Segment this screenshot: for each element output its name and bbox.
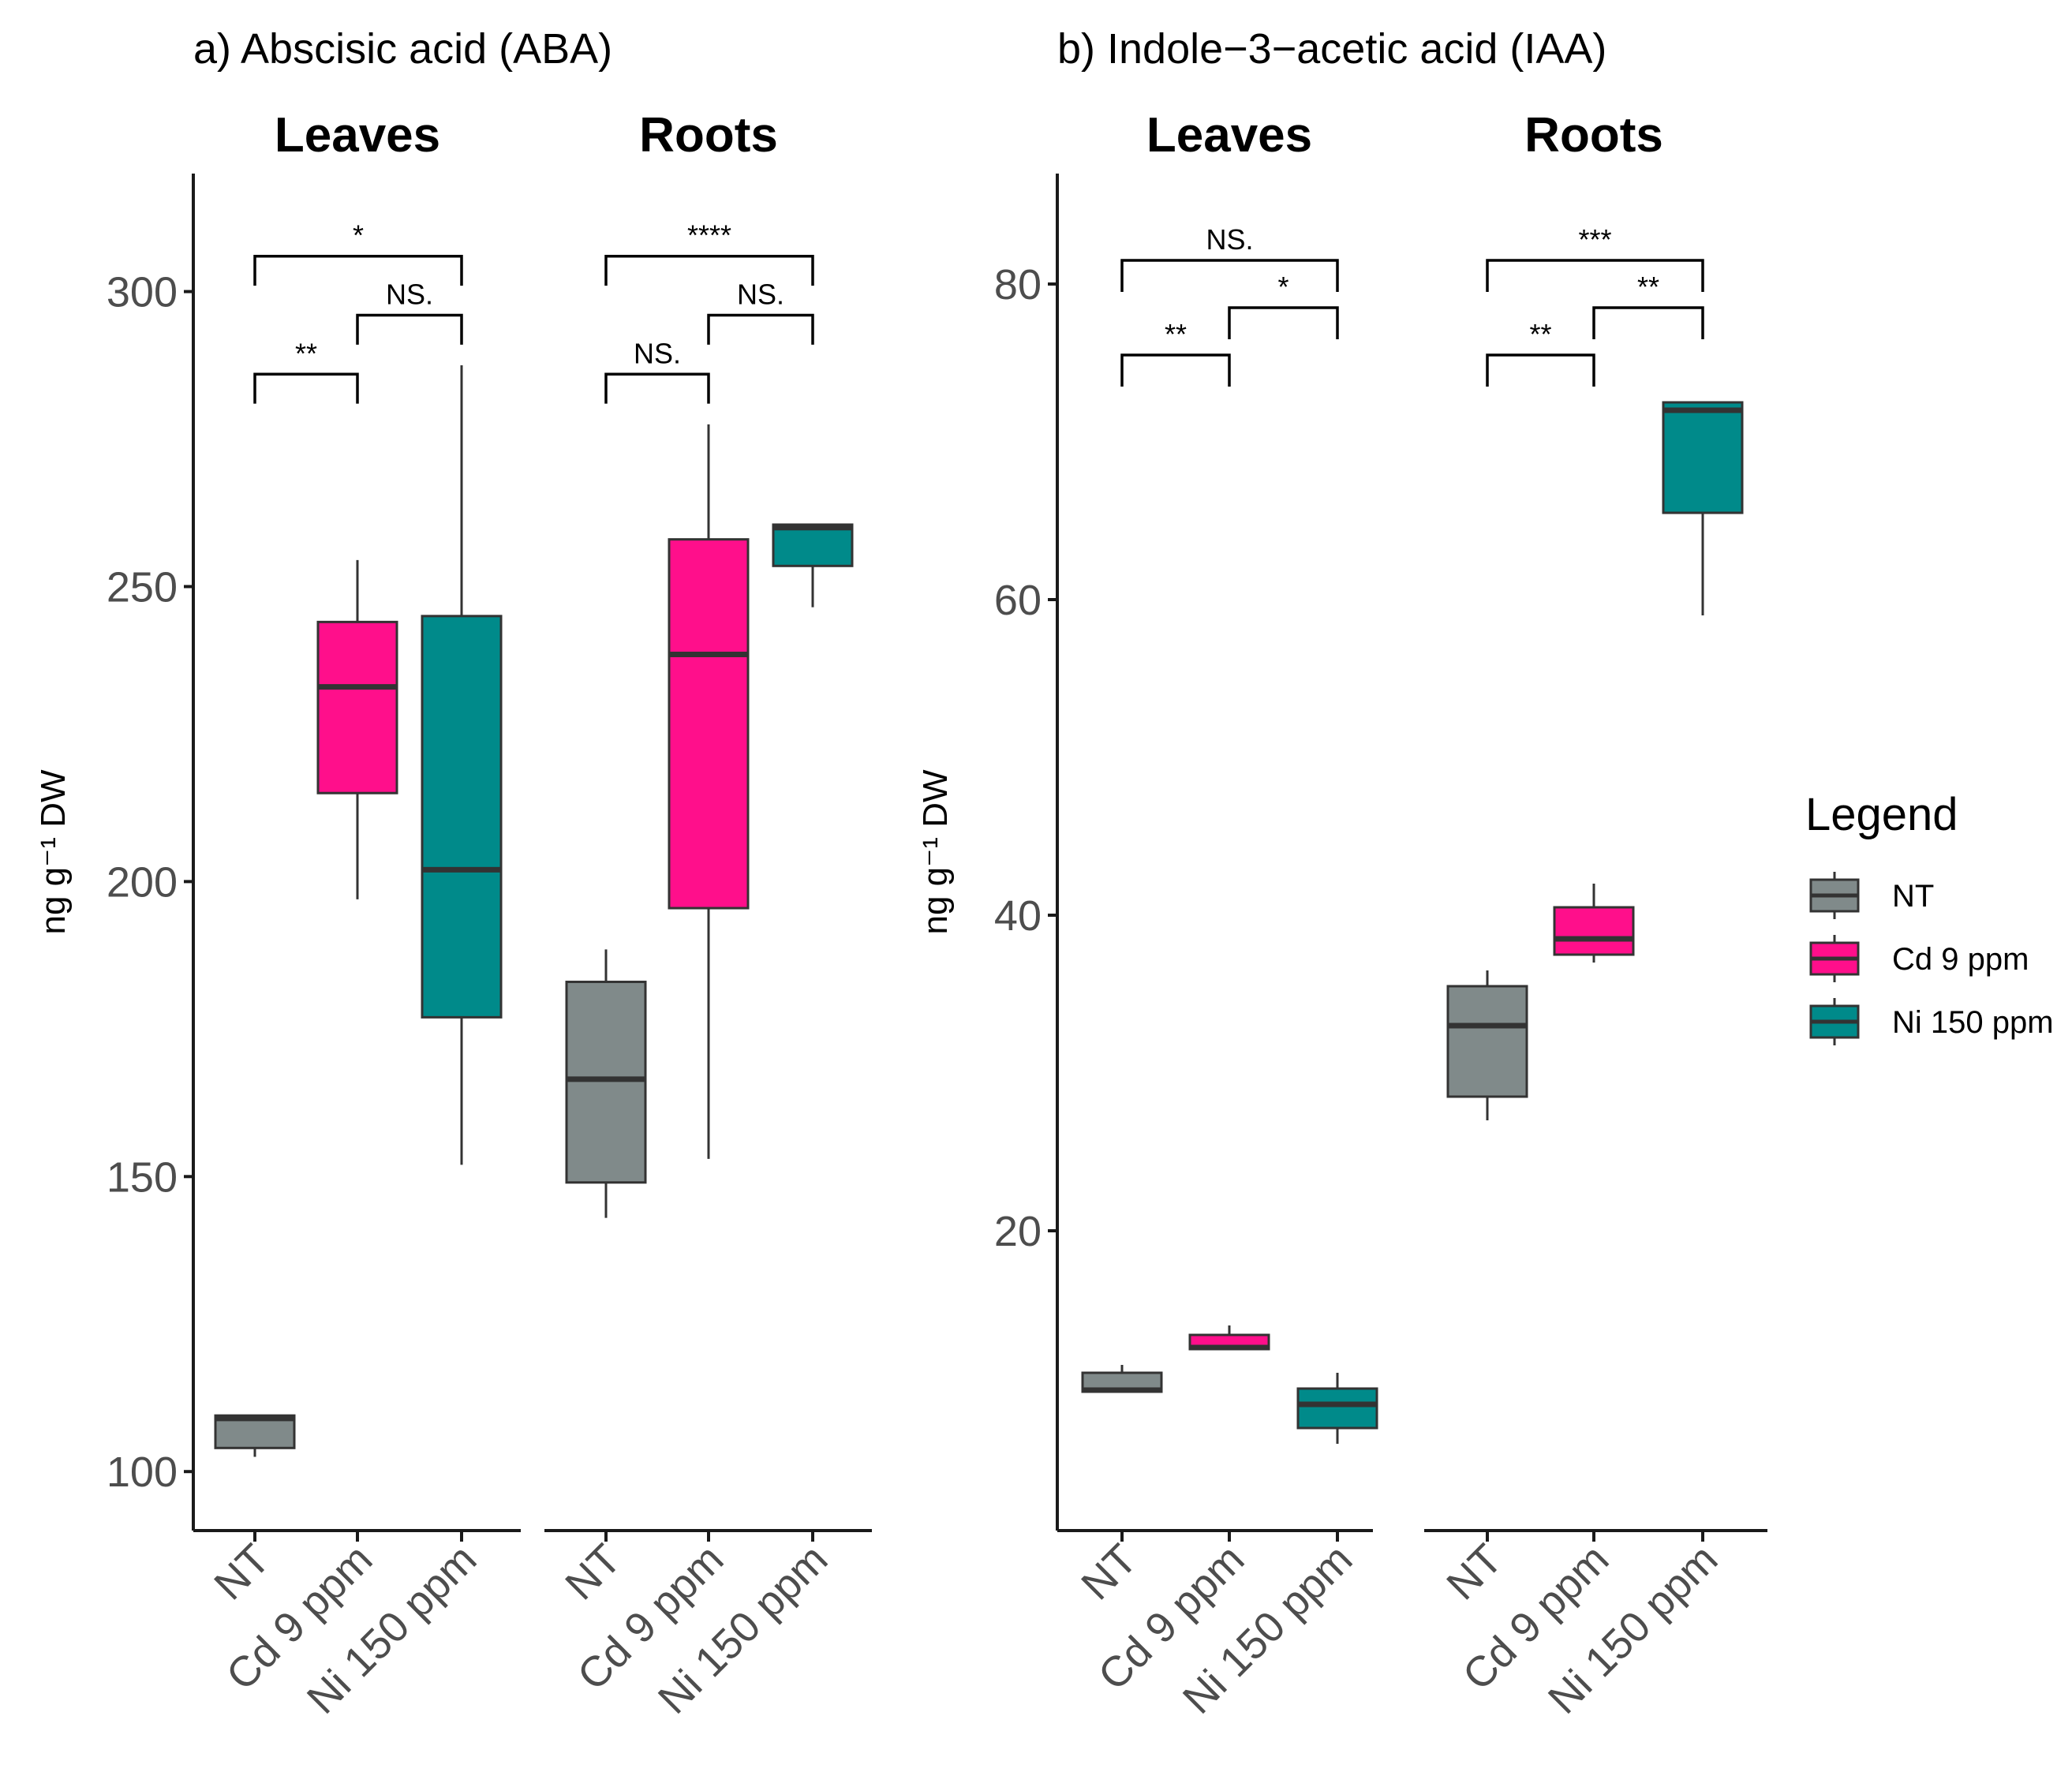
y-tick-label: 80: [994, 261, 1042, 308]
bracket-line: [707, 313, 814, 345]
box-nt: [1446, 970, 1528, 1120]
bracket-line: [1486, 259, 1704, 292]
y-tick-label: 300: [107, 269, 178, 316]
bracket-line: [356, 313, 463, 345]
significance-label: **: [1529, 318, 1551, 350]
bracket-line: [604, 254, 814, 286]
box-body: [772, 523, 854, 567]
box-cd-9-ppm: [1553, 884, 1635, 963]
y-tick-label: 20: [994, 1208, 1042, 1255]
chart-title: b) Indole−3−acetic acid (IAA): [1057, 25, 1606, 73]
significance-label: NS.: [634, 337, 681, 369]
significance-label: NS.: [737, 278, 784, 310]
significance-label: ****: [687, 219, 731, 252]
y-tick-label: 200: [107, 858, 178, 906]
chart-title: a) Abscisic acid (ABA): [193, 25, 612, 73]
legend-item-nt: NT: [1809, 872, 1934, 919]
y-tick-label: 40: [994, 892, 1042, 940]
significance-label: NS.: [386, 278, 433, 310]
facet-title: Leaves: [1146, 108, 1312, 163]
box-body: [668, 538, 750, 910]
box-nt: [214, 1414, 296, 1457]
bracket-line: [253, 372, 359, 404]
box-body: [565, 981, 647, 1184]
significance-bracket: NS.: [356, 278, 463, 345]
y-tick-label: 60: [994, 577, 1042, 624]
bracket-line: [604, 372, 710, 404]
significance-bracket: NS.: [707, 278, 814, 345]
facet-title: Roots: [639, 108, 778, 163]
significance-bracket: *: [1228, 271, 1339, 339]
significance-label: **: [1637, 271, 1659, 303]
y-tick-label: 100: [107, 1449, 178, 1496]
box-ni-150-ppm: [421, 365, 503, 1165]
significance-label: ***: [1578, 223, 1611, 256]
chart-panel-0: a) Abscisic acid (ABA) 100 150 200 250 300 ng …: [34, 25, 872, 1723]
significance-label: NS.: [1206, 223, 1253, 256]
significance-bracket: *: [253, 219, 463, 286]
significance-label: **: [295, 337, 317, 369]
significance-bracket: **: [253, 337, 359, 404]
legend-title: Legend: [1805, 789, 1958, 840]
box-body: [1553, 906, 1635, 956]
x-category-label: NT: [1072, 1535, 1146, 1609]
significance-bracket: ****: [604, 219, 814, 286]
box-cd-9-ppm: [316, 559, 398, 899]
x-category-label: NT: [205, 1535, 279, 1609]
bracket-line: [1120, 353, 1231, 387]
box-nt: [565, 949, 647, 1218]
significance-bracket: **: [1592, 271, 1704, 339]
significance-label: *: [353, 219, 364, 252]
legend-label: Ni 150 ppm: [1892, 1005, 2054, 1040]
x-category-label: NT: [1438, 1535, 1511, 1609]
legend-item-cd-9-ppm: Cd 9 ppm: [1809, 935, 2029, 982]
bracket-line: [1592, 306, 1704, 339]
legend-label: NT: [1892, 879, 1934, 914]
significance-bracket: ***: [1486, 223, 1704, 292]
box-nt: [1081, 1365, 1163, 1393]
box-body: [1296, 1387, 1378, 1430]
y-tick-label: 250: [107, 563, 178, 611]
bracket-line: [1486, 353, 1595, 387]
bracket-line: [1228, 306, 1339, 339]
box-body: [316, 620, 398, 794]
box-cd-9-ppm: [1188, 1325, 1270, 1351]
box-body: [421, 615, 503, 1019]
box-body: [1446, 985, 1528, 1098]
significance-bracket: NS.: [1120, 223, 1339, 292]
legend: Legend NT Cd 9 ppm Ni 150 ppm: [1805, 789, 2054, 1045]
y-axis-label: ng g⁻¹ DW: [916, 769, 955, 935]
significance-label: **: [1165, 318, 1187, 350]
bracket-line: [1120, 259, 1339, 292]
box-ni-150-ppm: [772, 523, 854, 607]
legend-label: Cd 9 ppm: [1892, 942, 2029, 977]
significance-bracket: **: [1120, 318, 1231, 387]
box-ni-150-ppm: [1296, 1373, 1378, 1444]
significance-bracket: **: [1486, 318, 1595, 387]
chart-panel-1: b) Indole−3−acetic acid (IAA) 20 40 60 80 ng …: [916, 25, 1767, 1723]
legend-item-ni-150-ppm: Ni 150 ppm: [1809, 998, 2054, 1045]
facet-title: Roots: [1524, 108, 1663, 163]
facet-title: Leaves: [275, 108, 440, 163]
significance-bracket: NS.: [604, 337, 710, 404]
x-category-label: NT: [556, 1535, 630, 1609]
significance-label: *: [1277, 271, 1288, 303]
y-tick-label: 150: [107, 1153, 178, 1201]
box-ni-150-ppm: [1662, 401, 1744, 615]
y-axis-label: ng g⁻¹ DW: [34, 769, 73, 935]
bracket-line: [253, 254, 463, 286]
box-body: [1662, 401, 1744, 514]
box-cd-9-ppm: [668, 424, 750, 1159]
